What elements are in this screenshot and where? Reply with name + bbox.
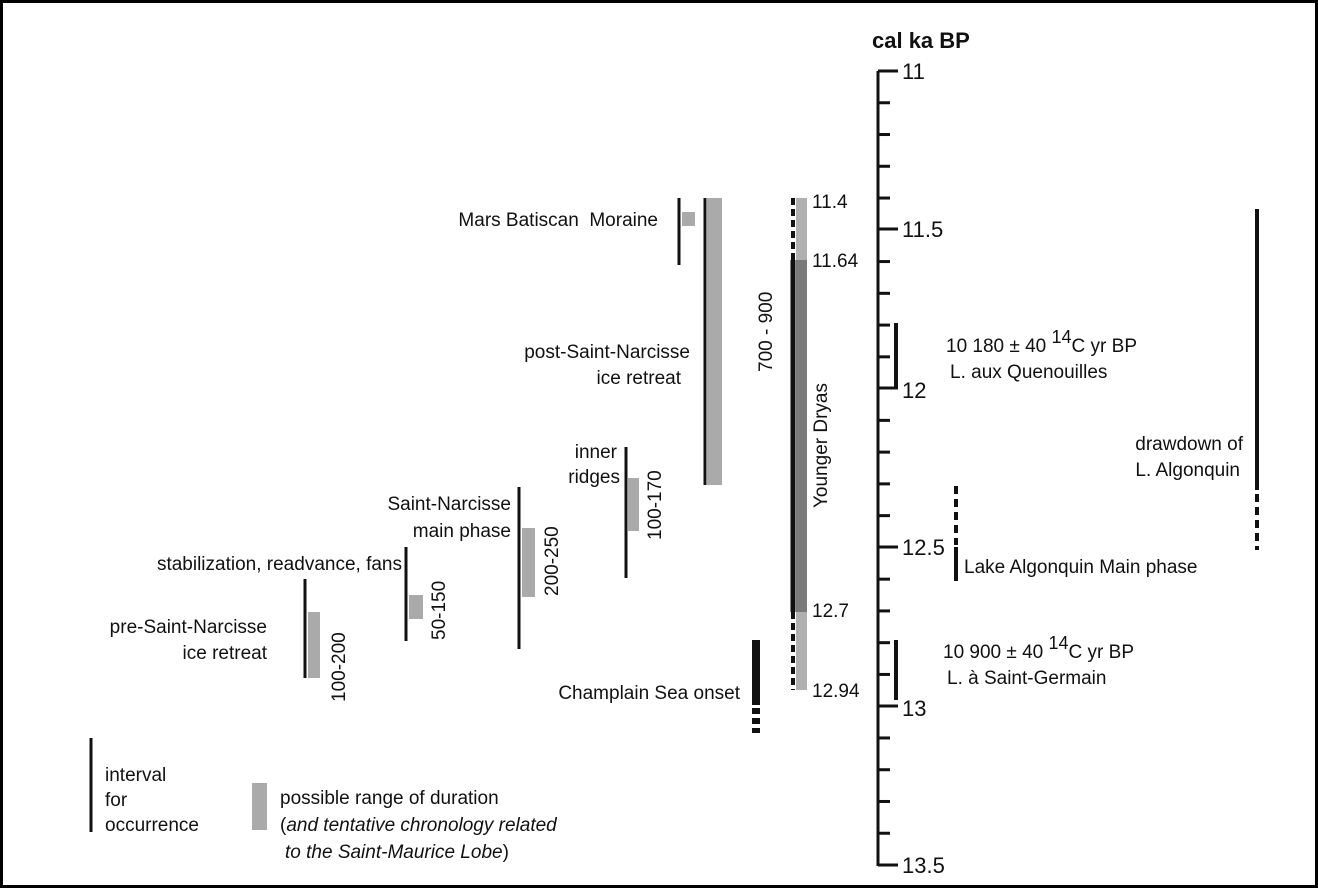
axis-label-13-5: 13.5 <box>902 853 945 878</box>
event-mars-batiscan: Mars Batiscan Moraine <box>458 198 695 265</box>
event-saint-narcisse-main: Saint-Narcisse main phase 200-250 <box>387 487 563 649</box>
event-stabilization: stabilization, readvance, fans 50-150 <box>157 547 450 641</box>
duration-bar <box>682 212 695 226</box>
duration-label: 200-250 <box>542 526 563 596</box>
legend-interval-line3: occurrence <box>105 815 199 836</box>
date-quenouilles: 10 180 ± 40 14C yr BP L. aux Quenouilles <box>894 323 1137 388</box>
date-saint-germain: 10 900 ± 40 14C yr BP L. à Saint-Germain <box>894 633 1134 700</box>
duration-bar <box>707 198 722 485</box>
event-pre-saint-narcisse: pre-Saint-Narcisse ice retreat 100-200 <box>110 579 350 702</box>
event-champlain-sea: Champlain Sea onset <box>558 640 760 733</box>
date-age: 10 180 ± 40 14C yr BP <box>946 327 1137 357</box>
drawdown-label-line2: L. Algonquin <box>1135 460 1240 481</box>
axis-label-11: 11 <box>902 59 925 84</box>
duration-label: 100-170 <box>645 470 666 540</box>
date-age-sup: 14 <box>1052 327 1072 347</box>
legend-duration-line1: possible range of duration <box>280 788 499 809</box>
legend-interval-line2: for <box>105 790 128 811</box>
event-label: Champlain Sea onset <box>558 683 740 704</box>
legend-paren-close: ) <box>503 842 509 863</box>
legend: interval for occurrence possible range o… <box>89 738 558 863</box>
legend-paren-open: ( <box>280 815 287 836</box>
date-site: L. aux Quenouilles <box>950 362 1107 383</box>
date-age-prefix: 10 900 ± 40 <box>943 642 1049 663</box>
event-label-line2: ridges <box>568 467 620 488</box>
event-label-line1: inner <box>575 442 618 463</box>
dryas-duration-label: 700 - 900 <box>756 292 777 372</box>
event-label-line2: main phase <box>413 521 511 542</box>
axis-label-11-5: 11.5 <box>902 217 943 242</box>
legend-interval-line1: interval <box>105 765 166 786</box>
duration-bar <box>522 528 535 597</box>
legend-duration-line3: to the Saint-Maurice Lobe) <box>285 842 509 863</box>
legend-duration-line2-italic: and tentative chronology related <box>286 815 558 836</box>
axis-label-12: 12 <box>902 378 926 403</box>
event-label-line1: post-Saint-Narcisse <box>524 342 690 363</box>
date-age: 10 900 ± 40 14C yr BP <box>943 633 1134 663</box>
dryas-bar-top <box>796 198 807 260</box>
dryas-bar-main <box>796 260 807 612</box>
date-age-suffix: C yr BP <box>1072 336 1137 357</box>
legend-duration-swatch <box>252 783 267 830</box>
event-post-saint-narcisse: post-Saint-Narcisse ice retreat <box>524 198 722 485</box>
event-inner-ridges: inner ridges 100-170 <box>568 442 666 578</box>
event-label-line1: Saint-Narcisse <box>387 494 511 515</box>
date-age-suffix: C yr BP <box>1069 642 1134 663</box>
lake-algonquin-main-phase: Lake Algonquin Main phase <box>954 486 1197 581</box>
dryas-age-12-94: 12.94 <box>812 681 860 702</box>
dryas-age-12-7: 12.7 <box>812 601 849 622</box>
event-label-line1: pre-Saint-Narcisse <box>110 617 267 638</box>
algonquin-main-label: Lake Algonquin Main phase <box>964 557 1197 578</box>
axis-minor-ticks <box>878 101 890 835</box>
event-label-line2: ice retreat <box>597 368 682 389</box>
axis-label-13: 13 <box>902 696 926 721</box>
date-site: L. à Saint-Germain <box>947 668 1106 689</box>
axis-label-12-5: 12.5 <box>902 535 945 560</box>
legend-duration-line2: (and tentative chronology related <box>280 815 558 836</box>
event-label-line2: ice retreat <box>183 643 268 664</box>
date-age-prefix: 10 180 ± 40 <box>946 336 1052 357</box>
lake-algonquin-drawdown: drawdown of L. Algonquin <box>1135 209 1259 550</box>
duration-label: 50-150 <box>429 581 450 640</box>
duration-label: 100-200 <box>329 632 350 702</box>
axis-title: cal ka BP <box>872 28 970 53</box>
duration-bar <box>628 478 639 531</box>
dryas-age-11-4: 11.4 <box>812 192 848 213</box>
dryas-label: Younger Dryas <box>811 383 832 508</box>
axis-major-ticks <box>878 69 898 867</box>
event-label: Mars Batiscan Moraine <box>458 210 658 231</box>
younger-dryas: 700 - 900 Younger Dryas 11.4 11.64 12.7 … <box>756 192 860 702</box>
duration-bar <box>308 612 320 678</box>
dryas-age-11-64: 11.64 <box>812 251 859 272</box>
date-age-sup: 14 <box>1049 633 1069 653</box>
time-axis: cal ka BP 11 11.5 12 12.5 13 13.5 <box>872 28 970 878</box>
dryas-bar-bottom <box>796 612 807 690</box>
duration-bar <box>409 595 423 619</box>
drawdown-label-line1: drawdown of <box>1135 434 1243 455</box>
event-label: stabilization, readvance, fans <box>157 554 402 575</box>
legend-duration-line3-italic: to the Saint-Maurice Lobe <box>285 842 503 863</box>
